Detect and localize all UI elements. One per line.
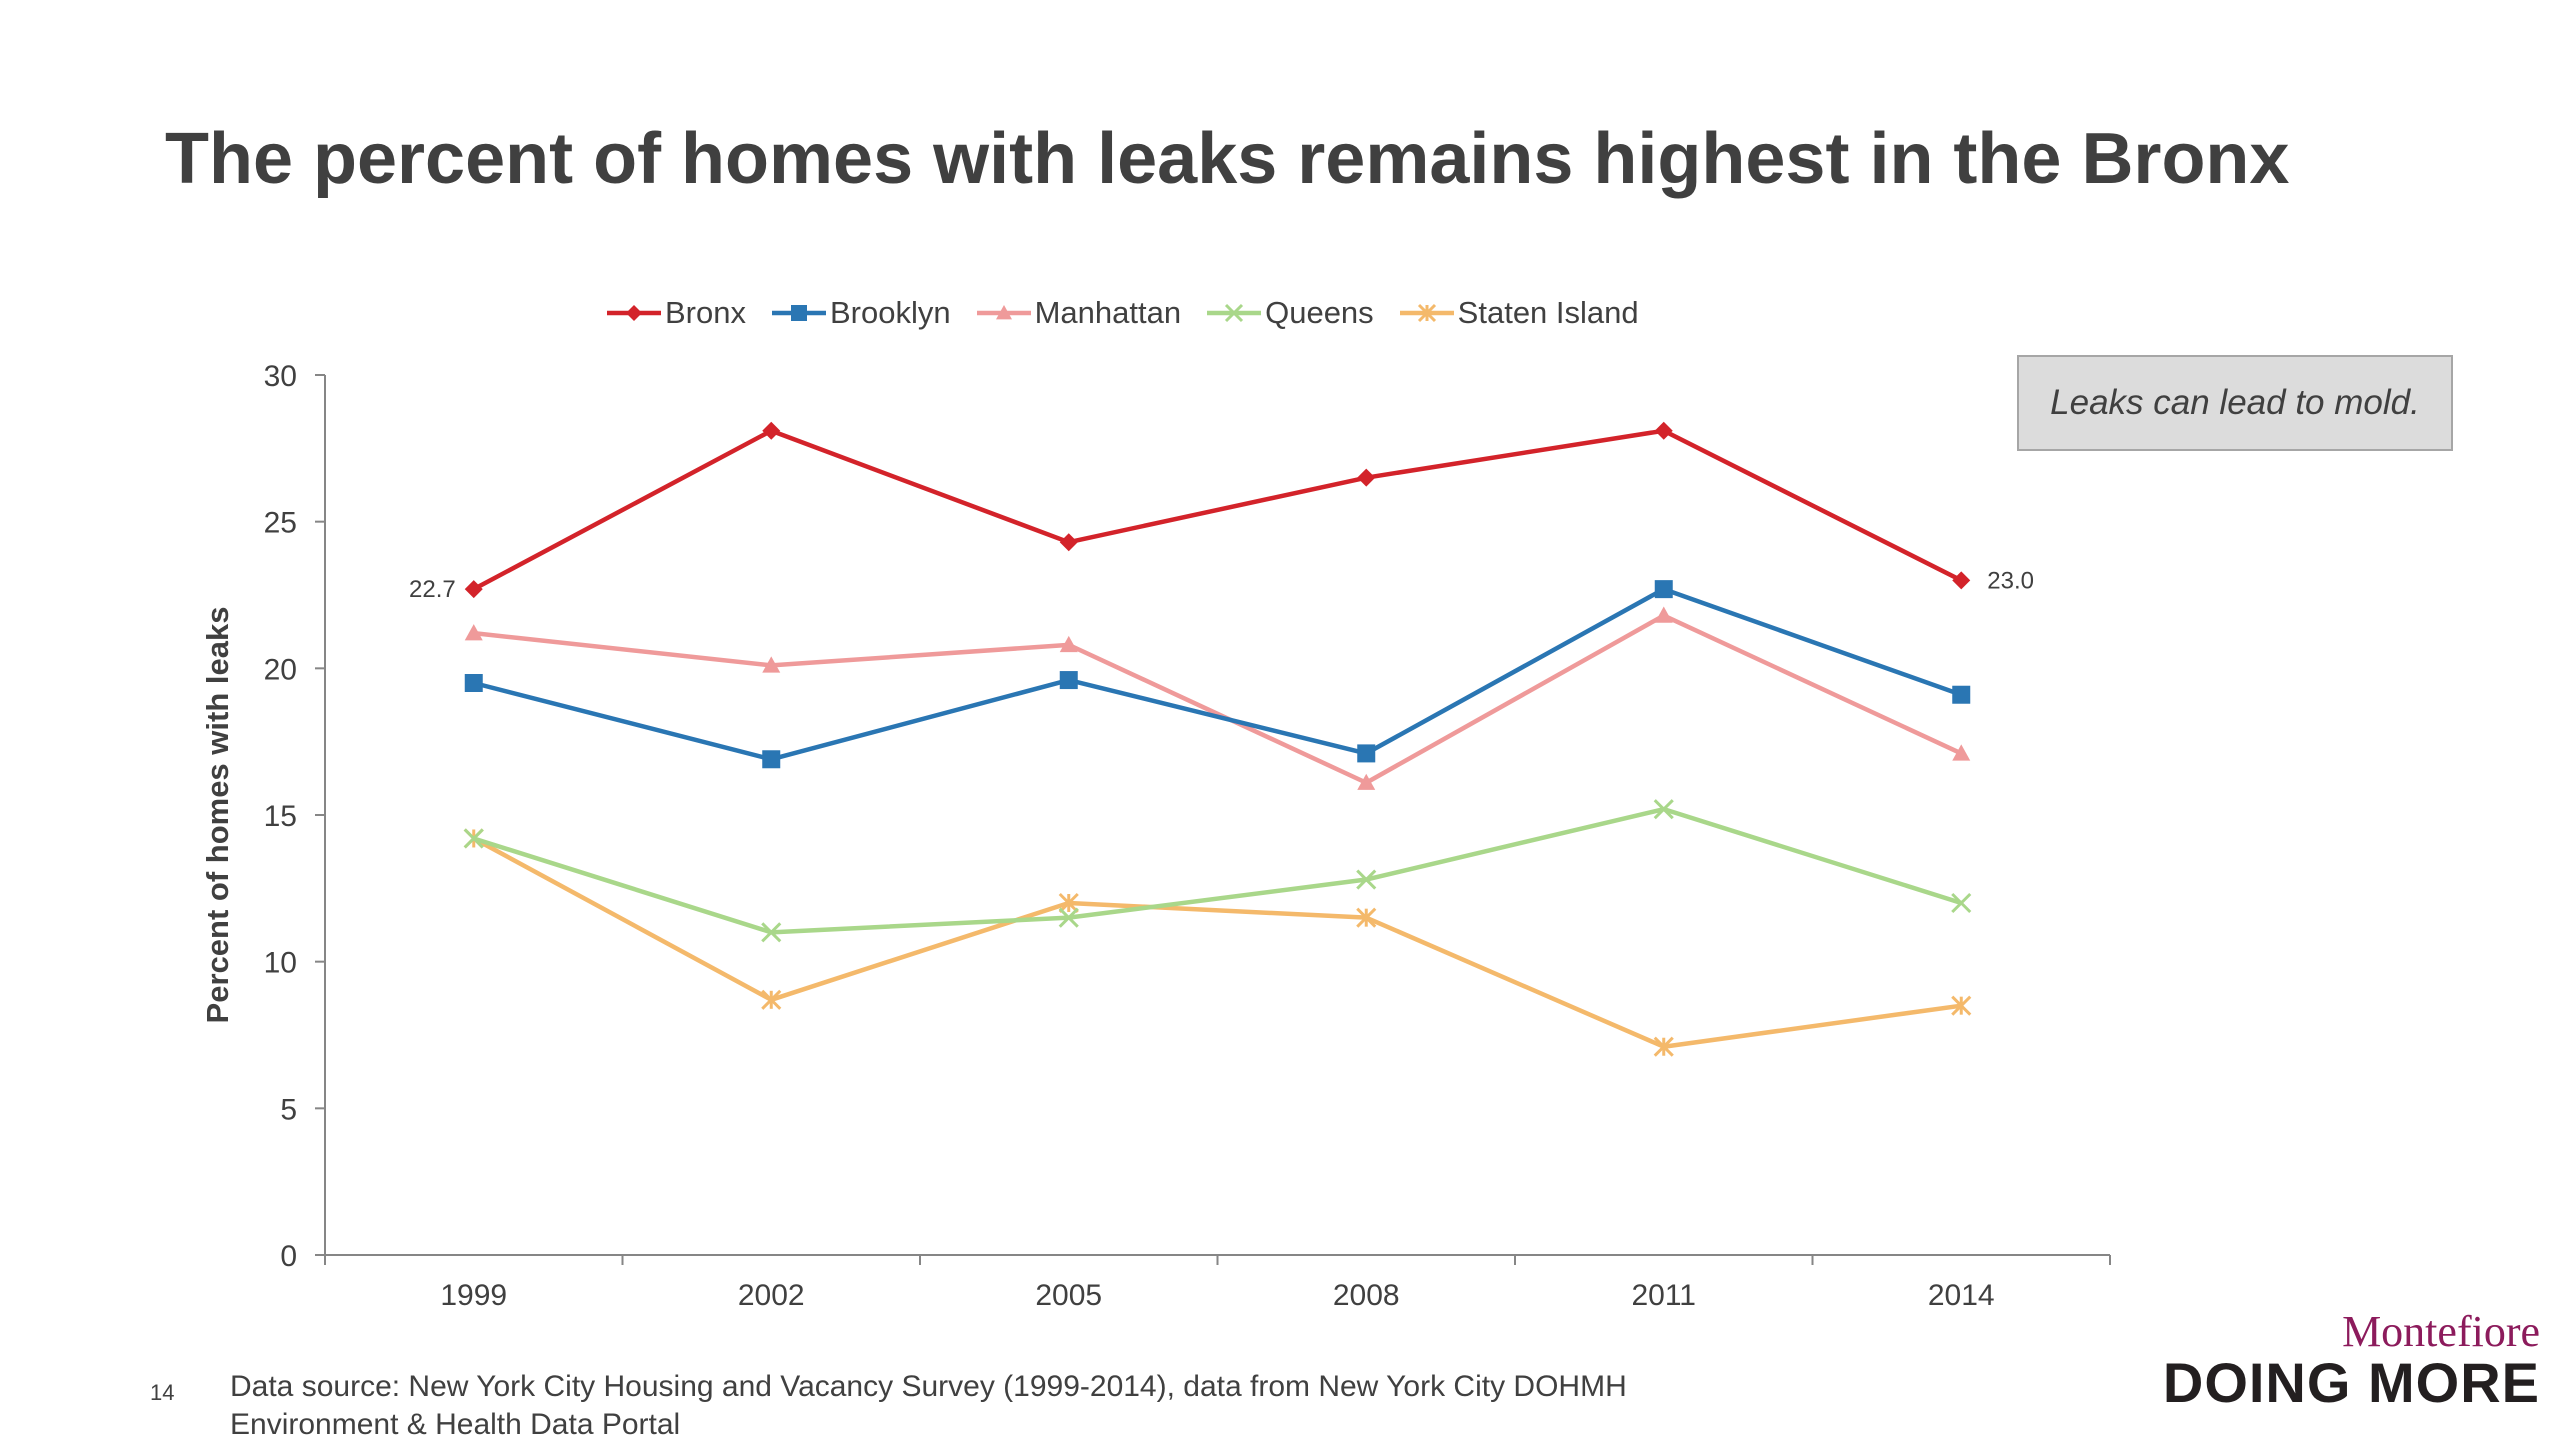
- y-tick-label: 30: [264, 360, 297, 393]
- data-point-bronx: [1952, 571, 1971, 590]
- legend-label: Queens: [1265, 295, 1374, 330]
- legend-item-bronx: Bronx: [605, 295, 746, 331]
- legend-item-queens: Queens: [1205, 295, 1374, 331]
- legend-swatch-brooklyn: [771, 305, 826, 321]
- x-tick-label: 2005: [1035, 1279, 1102, 1312]
- y-tick-label: 5: [280, 1093, 297, 1126]
- y-tick-label: 0: [280, 1240, 297, 1273]
- data-point-brooklyn: [1357, 744, 1376, 763]
- data-point-staten-island: [1058, 892, 1079, 914]
- legend-item-staten-island: Staten Island: [1398, 295, 1639, 331]
- x-tick-label: 2014: [1928, 1279, 1995, 1312]
- data-point-brooklyn: [1654, 580, 1673, 599]
- data-point-manhattan: [1952, 744, 1971, 761]
- data-point-manhattan: [1654, 606, 1673, 623]
- legend-swatch-marker: [626, 305, 642, 321]
- data-point-bronx: [1357, 468, 1376, 487]
- series-line-staten-island: [472, 836, 1962, 1049]
- data-source-line-2: Environment & Health Data Portal: [230, 1408, 681, 1440]
- data-point-staten-island: [1951, 995, 1972, 1016]
- data-point-manhattan: [464, 624, 483, 641]
- series-line-queens: [473, 806, 1962, 935]
- series-line-brooklyn: [473, 586, 1963, 762]
- y-tick-label: 15: [264, 800, 297, 833]
- data-point-queens: [761, 922, 782, 943]
- data-point-brooklyn: [464, 674, 483, 692]
- data-point-staten-island: [1653, 1036, 1674, 1057]
- x-tick-label: 2008: [1333, 1279, 1400, 1312]
- data-point-queens: [1058, 907, 1079, 928]
- montefiore-logo: Montefiore DOING MORE: [2120, 1310, 2540, 1412]
- data-source-note: Data source: New York City Housing and V…: [230, 1368, 1930, 1440]
- logo-doing-more-text: DOING MORE: [2162, 1351, 2540, 1414]
- logo-montefiore-text: Montefiore: [2342, 1307, 2540, 1356]
- data-point-queens: [1653, 799, 1674, 820]
- data-point-bronx: [1654, 421, 1673, 440]
- x-tick-label: 2002: [738, 1279, 805, 1312]
- data-point-brooklyn: [1952, 685, 1971, 704]
- legend-label: Staten Island: [1457, 295, 1639, 330]
- y-tick-label: 20: [264, 653, 297, 686]
- chart-legend: Bronx Brooklyn Manhattan Queens Staten Islan…: [605, 293, 1663, 333]
- page-number: 14: [150, 1380, 175, 1405]
- data-source-line-1: Data source: New York City Housing and V…: [230, 1370, 1627, 1403]
- data-point-queens-stroke-b: [1951, 892, 1972, 914]
- data-point-queens-stroke-b: [1653, 799, 1674, 820]
- y-tick-label: 10: [264, 947, 297, 980]
- data-point-queens-stroke-b: [463, 828, 484, 849]
- data-point-queens-stroke-b: [1058, 907, 1079, 928]
- data-point-brooklyn: [762, 750, 781, 769]
- series-line-manhattan: [473, 613, 1963, 785]
- x-tick-label: 2011: [1631, 1279, 1696, 1312]
- data-point-bronx: [762, 421, 781, 440]
- legend-swatch-manhattan: [976, 305, 1031, 320]
- data-point-manhattan: [1357, 773, 1376, 790]
- x-tick-label: 1999: [440, 1279, 507, 1312]
- data-point-bronx: [1059, 533, 1078, 552]
- y-axis-title: Percent of homes with leaks: [200, 607, 235, 1024]
- legend-item-manhattan: Manhattan: [975, 295, 1182, 331]
- series-line-bronx: [472, 428, 1963, 592]
- y-tick-label: 25: [264, 507, 297, 540]
- data-label: 22.7: [409, 576, 456, 603]
- data-point-queens-stroke-b: [761, 922, 782, 943]
- legend-swatch-marker-stroke-b: [1225, 303, 1244, 323]
- data-point-bronx: [464, 580, 483, 599]
- data-point-manhattan: [1059, 635, 1078, 653]
- legend-label: Manhattan: [1034, 295, 1182, 330]
- legend-swatch-marker: [995, 305, 1012, 320]
- data-point-staten-island: [761, 989, 782, 1010]
- legend-swatch-marker: [1417, 303, 1436, 323]
- data-point-queens: [463, 828, 484, 849]
- data-point-queens: [1356, 869, 1377, 890]
- data-point-queens: [1951, 892, 1972, 914]
- legend-item-brooklyn: Brooklyn: [770, 295, 951, 331]
- data-point-manhattan: [762, 656, 781, 673]
- legend-swatch-marker: [790, 305, 807, 321]
- slide-title: The percent of homes with leaks remains …: [165, 119, 2290, 199]
- legend-swatch-marker: [1225, 303, 1244, 323]
- data-point-staten-island: [1356, 907, 1377, 928]
- legend-swatch-queens: [1207, 303, 1262, 323]
- legend-swatch-staten-island: [1399, 303, 1454, 323]
- data-point-brooklyn: [1059, 671, 1078, 690]
- legend-label: Bronx: [665, 295, 746, 330]
- callout-box: Leaks can lead to mold.: [2017, 355, 2453, 451]
- data-label: 23.0: [1987, 567, 2034, 594]
- legend-swatch-bronx: [607, 305, 661, 321]
- data-point-queens-stroke-b: [1356, 869, 1377, 890]
- legend-label: Brooklyn: [829, 295, 951, 330]
